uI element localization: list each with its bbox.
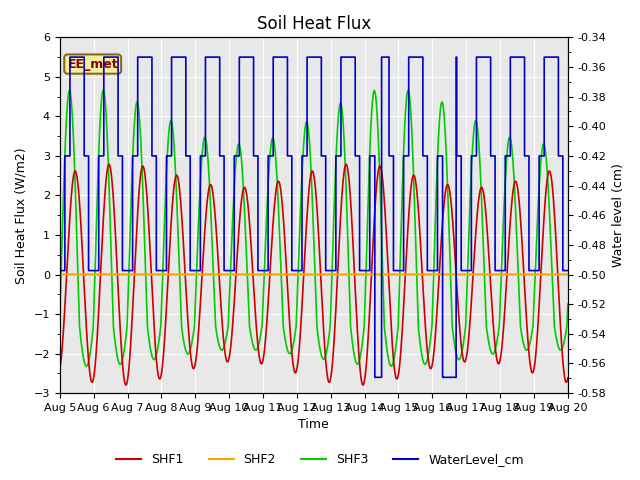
SHF3 (56, 312, 63, 318)
SHF3 (228, 221, 236, 227)
WaterLevel_cm (371, 374, 379, 380)
SHF2 (442, 272, 449, 277)
WaterLevel_cm (228, 268, 236, 274)
Y-axis label: Soil Heat Flux (W/m2): Soil Heat Flux (W/m2) (15, 147, 28, 284)
SHF1 (296, 331, 304, 337)
WaterLevel_cm (296, 268, 304, 274)
SHF3 (404, 87, 412, 93)
SHF1 (122, 382, 130, 388)
SHF2 (228, 272, 236, 277)
WaterLevel_cm (536, 153, 544, 159)
Y-axis label: Water level (cm): Water level (cm) (612, 163, 625, 267)
SHF1 (342, 161, 350, 167)
SHF2 (56, 272, 63, 277)
SHF3 (442, 137, 449, 143)
SHF3 (296, 212, 304, 218)
SHF3 (543, 160, 550, 166)
SHF1 (442, 188, 449, 193)
SHF2 (296, 272, 304, 277)
SHF1 (428, 365, 435, 371)
SHF1 (543, 181, 550, 187)
Line: SHF3: SHF3 (60, 90, 568, 366)
SHF1 (536, 281, 544, 287)
SHF3 (83, 363, 90, 369)
WaterLevel_cm (564, 268, 572, 274)
SHF2 (564, 272, 572, 277)
WaterLevel_cm (442, 374, 449, 380)
SHF3 (428, 329, 435, 335)
Legend: SHF1, SHF2, SHF3, WaterLevel_cm: SHF1, SHF2, SHF3, WaterLevel_cm (111, 448, 529, 471)
SHF1 (564, 375, 572, 381)
Line: WaterLevel_cm: WaterLevel_cm (60, 57, 568, 377)
SHF3 (564, 301, 572, 307)
WaterLevel_cm (428, 268, 435, 274)
Line: SHF1: SHF1 (60, 164, 568, 385)
SHF2 (536, 272, 544, 277)
SHF1 (56, 366, 63, 372)
SHF2 (543, 272, 550, 277)
Title: Soil Heat Flux: Soil Heat Flux (257, 15, 371, 33)
SHF2 (428, 272, 435, 277)
WaterLevel_cm (56, 268, 63, 274)
SHF3 (536, 165, 544, 171)
SHF1 (228, 324, 236, 330)
Text: EE_met: EE_met (67, 58, 118, 71)
WaterLevel_cm (543, 54, 550, 60)
X-axis label: Time: Time (298, 419, 329, 432)
WaterLevel_cm (66, 54, 74, 60)
